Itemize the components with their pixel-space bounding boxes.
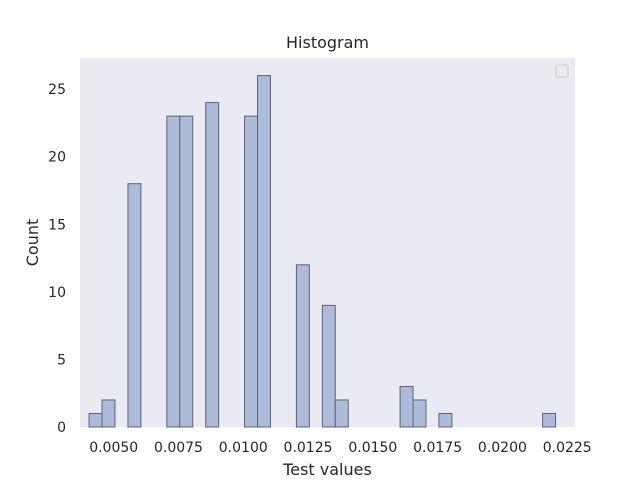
x-tick-label: 0.0200 [478, 440, 527, 456]
x-tick-label: 0.0225 [543, 440, 592, 456]
histogram-bar [412, 399, 427, 428]
x-tick-label: 0.0150 [348, 440, 397, 456]
x-tick-label: 0.0125 [284, 440, 333, 456]
histogram-bar [101, 399, 116, 428]
y-axis-label: Count [23, 219, 42, 267]
x-tick-label: 0.0075 [154, 440, 203, 456]
y-tick-label: 25 [48, 82, 66, 98]
histogram-bar [295, 264, 310, 428]
histogram-bar [257, 75, 271, 428]
x-axis-label: Test values [282, 460, 372, 479]
x-tick-label: 0.0050 [89, 440, 138, 456]
x-tick-label: 0.0175 [413, 440, 462, 456]
histogram-bar [438, 412, 453, 428]
y-axis: 0 5 10 15 20 25 [48, 82, 66, 436]
y-tick-label: 0 [57, 420, 66, 436]
y-tick-label: 20 [48, 150, 66, 166]
histogram-bar [244, 115, 259, 428]
histogram-bar [334, 399, 349, 428]
chart-title: Histogram [286, 33, 369, 52]
histogram-bar [88, 412, 103, 428]
y-tick-label: 10 [48, 285, 66, 301]
x-tick-label: 0.0100 [219, 440, 268, 456]
histogram-bar [399, 385, 414, 428]
histogram-bar [205, 102, 220, 428]
histogram-bar [321, 304, 336, 428]
y-tick-label: 5 [57, 352, 66, 368]
legend-box [555, 64, 569, 78]
histogram-bar [179, 115, 194, 428]
bars-group [88, 75, 557, 428]
histogram-bar [127, 183, 142, 428]
x-axis: 0.0050 0.0075 0.0100 0.0125 0.0150 0.0175 0.02… [89, 440, 592, 456]
histogram-bar [166, 115, 181, 428]
y-tick-label: 15 [48, 217, 66, 233]
histogram-bar [542, 412, 557, 428]
